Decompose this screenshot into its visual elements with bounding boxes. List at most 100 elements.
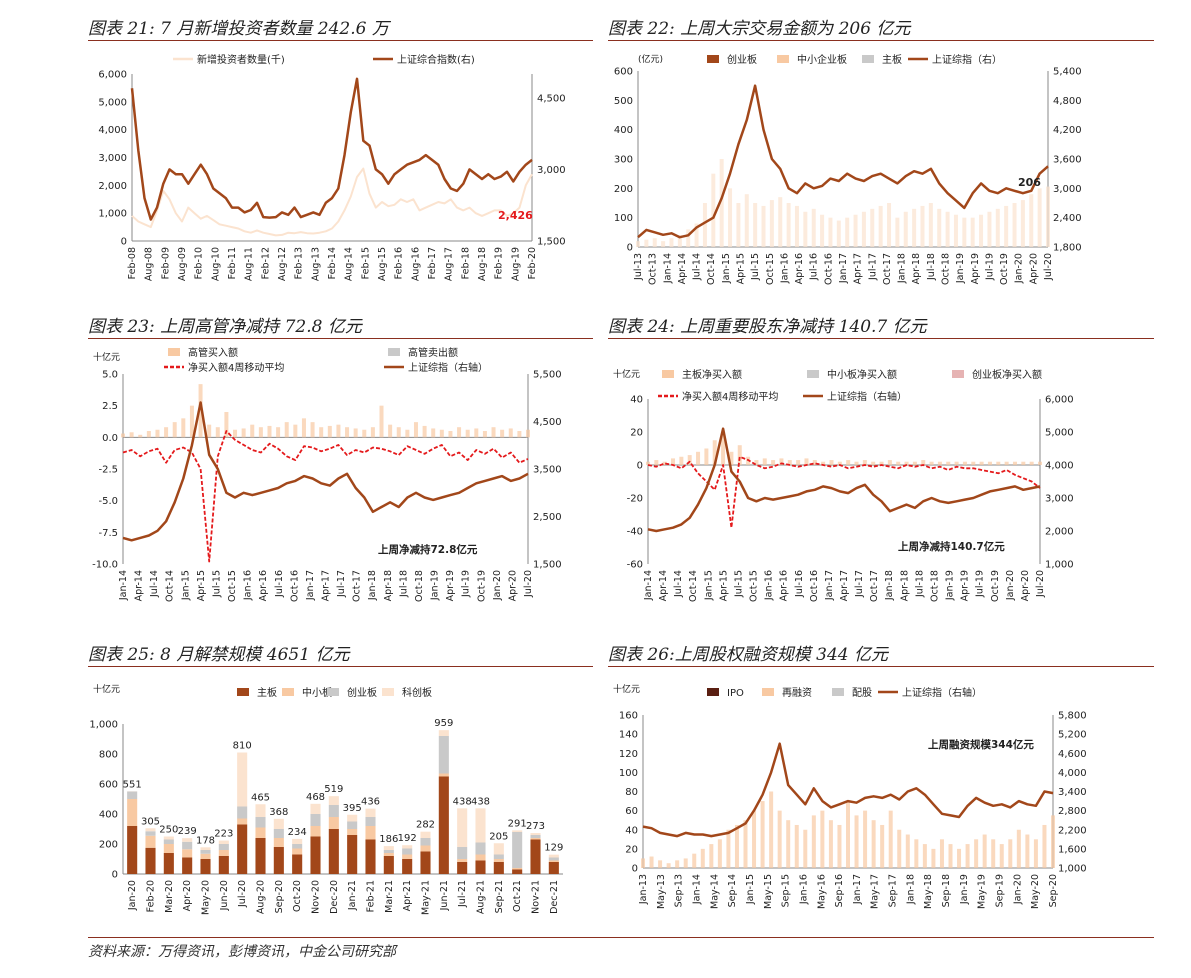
bar — [284, 422, 289, 438]
y-left-tick-label: -5.0 — [98, 496, 118, 507]
y-left-tick-label: 400 — [614, 125, 633, 136]
bar — [804, 458, 809, 465]
bar — [641, 858, 645, 868]
bar — [905, 834, 910, 868]
bar — [649, 856, 654, 868]
bar — [912, 461, 917, 465]
x-tick-label: Feb-20 — [146, 880, 157, 912]
x-tick-label: May-18 — [923, 874, 934, 909]
x-tick-label: Jan-17 — [852, 874, 863, 905]
bar — [837, 824, 842, 868]
chart-22-svg: 0 100 200 300 400 500 600 1,800 2,400 3,000 3,600 4… — [614, 53, 1082, 285]
data-label: 519 — [324, 784, 343, 795]
y-right-tick-label: 2,000 — [1045, 527, 1074, 538]
x-tick-label: Jul-19 — [975, 570, 986, 598]
bar — [686, 229, 691, 247]
y-right-tick-label: 2,200 — [1058, 825, 1087, 836]
chart-panel-22: 图表 22: 上周大宗交易金额为 206 亿元 0 100 200 300 400 500… — [608, 14, 1154, 304]
bar-segment — [365, 839, 376, 874]
bar — [954, 461, 959, 465]
bar — [786, 820, 791, 868]
y-left-tick-label: 140 — [619, 730, 638, 741]
bar — [846, 460, 851, 465]
x-tick-label: Oct-21 — [512, 880, 523, 912]
bar — [301, 418, 306, 438]
x-tick-label: Sep-18 — [941, 874, 952, 907]
x-tick-label: Aug-11 — [244, 247, 255, 281]
legend-label: 上证综指（右轴） — [902, 686, 982, 699]
chart-21-svg: 0 1,000 2,000 3,000 4,000 5,000 6,000 1,500 3,00… — [98, 53, 565, 281]
legend-label: 创业板 — [347, 686, 377, 699]
bar — [422, 425, 427, 438]
data-label: 368 — [269, 807, 288, 818]
x-tick-label: Oct-14 — [688, 570, 699, 602]
y-right-tick-label: 3,000 — [1053, 184, 1082, 195]
bar-segment — [255, 804, 266, 817]
series-line — [647, 455, 1041, 529]
bar-segment — [512, 868, 523, 870]
y-left-tick-label: 0 — [637, 461, 643, 472]
data-label-annotation: 206 — [1018, 176, 1041, 189]
bar-segment — [200, 859, 211, 874]
x-tick-label: Oct-15 — [749, 570, 760, 602]
y-left-tick-label: 5.0 — [102, 370, 118, 381]
x-tick-label: Apr-15 — [736, 253, 747, 284]
x-tick-label: Apr-15 — [196, 570, 207, 601]
bar-segment — [163, 836, 174, 840]
bar-segment — [512, 869, 523, 874]
bar-segment — [402, 854, 413, 859]
bar — [712, 440, 717, 465]
bar — [752, 810, 757, 868]
bar — [979, 214, 984, 247]
bar-segment — [328, 817, 339, 829]
bar-segment — [493, 859, 504, 862]
bar-segment — [347, 821, 358, 829]
bar — [996, 461, 1001, 465]
legend-swatch — [282, 688, 294, 696]
y-right-tick-label: 4,000 — [1045, 461, 1074, 472]
legend-swatch — [707, 688, 719, 696]
x-tick-label: Jan-15 — [721, 253, 732, 284]
bar — [1012, 461, 1017, 465]
x-tick-label: Jan-19 — [430, 570, 441, 601]
bar-segment — [457, 847, 468, 859]
chart-title: 图表 23: 上周高管净减持 72.8 亿元 — [88, 317, 362, 337]
bar — [888, 810, 893, 868]
bar — [491, 427, 496, 438]
bar — [207, 424, 212, 438]
bar — [965, 844, 970, 868]
legend-label: 上证综指（右） — [932, 53, 1002, 66]
x-tick-label: Oct-15 — [227, 570, 238, 602]
x-tick-label: Jul-16 — [274, 570, 285, 598]
bar — [675, 860, 680, 868]
x-tick-label: Sep-13 — [674, 874, 685, 907]
y-left-tick-label: 120 — [619, 749, 638, 760]
bar — [914, 839, 919, 868]
bar — [962, 217, 967, 247]
bar-segment — [127, 826, 138, 874]
y-left-tick-label: 4,000 — [98, 125, 127, 136]
data-label-annotation: 上周净减持72.8亿元 — [378, 543, 478, 556]
bar — [700, 848, 705, 868]
bar — [896, 461, 901, 465]
bar-segment — [255, 827, 266, 838]
x-tick-label: Jul-16 — [794, 570, 805, 598]
bar-segment — [493, 843, 504, 855]
bar — [862, 460, 867, 465]
bar — [129, 432, 134, 438]
x-tick-label: Jan-18 — [884, 570, 895, 601]
bar — [508, 428, 513, 438]
x-tick-label: Jul-19 — [461, 570, 472, 598]
series-line — [637, 84, 1049, 239]
bar — [871, 820, 876, 868]
x-tick-label: Jan-21 — [347, 880, 358, 911]
bar — [974, 839, 979, 868]
x-tick-label: Jul-20 — [237, 880, 248, 908]
bar — [854, 815, 859, 868]
bar-segment — [292, 838, 303, 844]
bar — [1025, 834, 1030, 868]
y-left-tick-label: 80 — [625, 787, 638, 798]
bar — [786, 203, 791, 247]
x-tick-label: Apr-20 — [1028, 253, 1039, 284]
y-right-tick-label: 2,400 — [1053, 213, 1082, 224]
